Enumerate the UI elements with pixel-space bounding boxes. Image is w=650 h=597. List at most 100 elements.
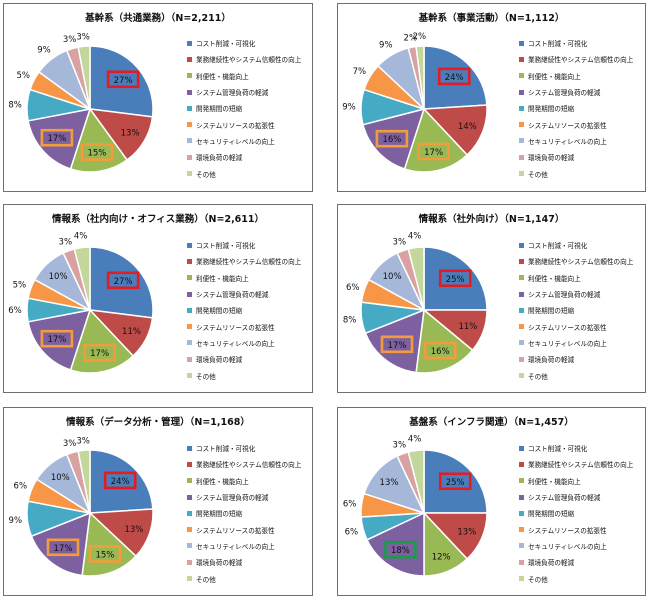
legend-item: 開発期間の短縮 (187, 100, 301, 116)
legend-swatch (519, 324, 524, 330)
legend-swatch (187, 275, 192, 281)
legend-item: 開発期間の短縮 (519, 505, 633, 521)
data-label: 11% (458, 322, 477, 332)
legend-swatch (187, 138, 192, 144)
legend-label: 開発期間の短縮 (528, 510, 575, 519)
legend-swatch (187, 56, 192, 62)
legend-label: システムリソースの拡張性 (528, 323, 607, 332)
legend: コスト削減・可視化 業務継続性やシステム信頼性の向上 利便性・機能向上 システム管理負… (187, 237, 301, 384)
legend: コスト削減・可視化 業務継続性やシステム信頼性の向上 利便性・機能向上 システム管理負… (187, 440, 301, 587)
legend-swatch (519, 445, 524, 451)
data-label: 10% (49, 272, 68, 282)
legend-item: 業務継続性やシステム信頼性の向上 (187, 253, 301, 269)
data-label: 6% (346, 283, 360, 293)
legend-item: セキュリティレベルの向上 (519, 133, 633, 149)
legend-item: その他 (519, 165, 633, 181)
chart-title: 基幹系（共通業務）（N=2,211） (85, 13, 231, 24)
highlight-box (40, 128, 74, 147)
legend-label: その他 (196, 575, 216, 584)
legend-item: システム管理負荷の軽減 (187, 286, 301, 302)
legend-item: システムリソースの拡張性 (519, 318, 633, 334)
pie-chart: 27% 13% 15% 17% 8% 5% 9% 3% 3% (8, 32, 154, 173)
pie-slice (30, 511, 91, 577)
pie-slice (27, 309, 92, 371)
legend-label: 業務継続性やシステム信頼性の向上 (196, 56, 302, 65)
highlight-box (83, 343, 116, 362)
legend-label: その他 (528, 575, 548, 584)
chart-title: 情報系（社内向け・オフィス業務）（N=2,611） (51, 214, 265, 225)
legend-label: セキュリティレベルの向上 (528, 542, 607, 551)
data-label: 13% (457, 528, 476, 538)
data-label: 16% (431, 347, 450, 357)
legend-swatch (519, 89, 524, 95)
legend-label: 業務継続性やシステム信頼性の向上 (528, 258, 634, 267)
legend-label: 業務継続性やシステム信頼性の向上 (528, 56, 634, 65)
legend-swatch (187, 89, 192, 95)
legend-swatch (187, 324, 192, 330)
pie-slice (89, 449, 154, 514)
legend-swatch (519, 478, 524, 484)
legend-item: コスト削減・可視化 (187, 440, 301, 456)
legend-swatch (519, 373, 524, 379)
pie-slice (422, 104, 488, 156)
legend-item: システム管理負荷の軽減 (519, 286, 633, 302)
legend-swatch (187, 543, 192, 549)
data-label: 3% (63, 439, 77, 449)
data-label: 15% (87, 149, 106, 159)
legend-label: 環境負荷の軽減 (196, 154, 243, 163)
pie-slice (403, 107, 469, 173)
pie-chart: 27% 11% 17% 17% 6% 5% 10% 3%4% (8, 232, 154, 374)
legend-swatch (187, 73, 192, 79)
pie-slice (407, 449, 425, 514)
legend-swatch (519, 56, 524, 62)
legend-label: その他 (196, 372, 216, 381)
data-label: 17% (47, 335, 66, 345)
data-label: 9% (9, 516, 23, 526)
legend-swatch (187, 445, 192, 451)
highlight-box (423, 341, 457, 360)
legend-item: その他 (187, 367, 301, 383)
legend-swatch (519, 461, 524, 467)
pie-slice (366, 511, 425, 577)
highlight-box (106, 271, 140, 290)
data-label: 6% (345, 528, 359, 538)
legend-item: システムリソースの拡張性 (519, 521, 633, 537)
legend-label: システムリソースの拡張性 (196, 121, 275, 130)
legend-swatch (187, 40, 192, 46)
legend-item: その他 (519, 367, 633, 383)
data-label: 3% (63, 35, 77, 45)
legend-item: コスト削減・可視化 (519, 35, 633, 51)
legend-item: セキュリティレベルの向上 (519, 538, 633, 554)
legend-label: システム管理負荷の軽減 (528, 291, 601, 300)
legend-swatch (187, 171, 192, 177)
legend-item: 環境負荷の軽減 (187, 149, 301, 165)
legend-item: 業務継続性やシステム信頼性の向上 (519, 253, 633, 269)
legend-label: コスト削減・可視化 (528, 40, 588, 49)
pie-slice (89, 45, 154, 118)
legend-swatch (187, 559, 192, 565)
legend-item: システム管理負荷の軽減 (187, 84, 301, 100)
legend-swatch (519, 291, 524, 297)
legend-swatch (519, 307, 524, 313)
highlight-box (80, 143, 114, 161)
data-label: 4% (74, 232, 88, 242)
pie-slice (407, 246, 425, 311)
panel-joho-external: 情報系（社外向け）（N=1,147） 25% 11% 16% 17% 8% 6% 10% 3%… (337, 204, 646, 393)
legend-swatch (187, 307, 192, 313)
data-label: 9% (37, 46, 51, 56)
legend-label: その他 (528, 170, 548, 179)
data-label: 17% (388, 341, 407, 351)
data-label: 11% (122, 327, 141, 337)
legend-item: コスト削減・可視化 (519, 237, 633, 253)
highlight-box (438, 269, 472, 288)
data-label: 6% (8, 306, 22, 316)
pie-chart: 24% 14% 17% 16% 9% 7% 9% 2%2% (342, 32, 488, 173)
pie-slice (415, 45, 425, 110)
legend-label: システム管理負荷の軽減 (196, 89, 269, 98)
legend-label: システム管理負荷の軽減 (196, 291, 269, 300)
highlight-box (103, 471, 137, 490)
legend-label: システムリソースの拡張性 (528, 121, 607, 130)
legend-label: 開発期間の短縮 (528, 105, 575, 114)
legend-swatch (519, 154, 524, 160)
highlight-box (437, 67, 471, 86)
